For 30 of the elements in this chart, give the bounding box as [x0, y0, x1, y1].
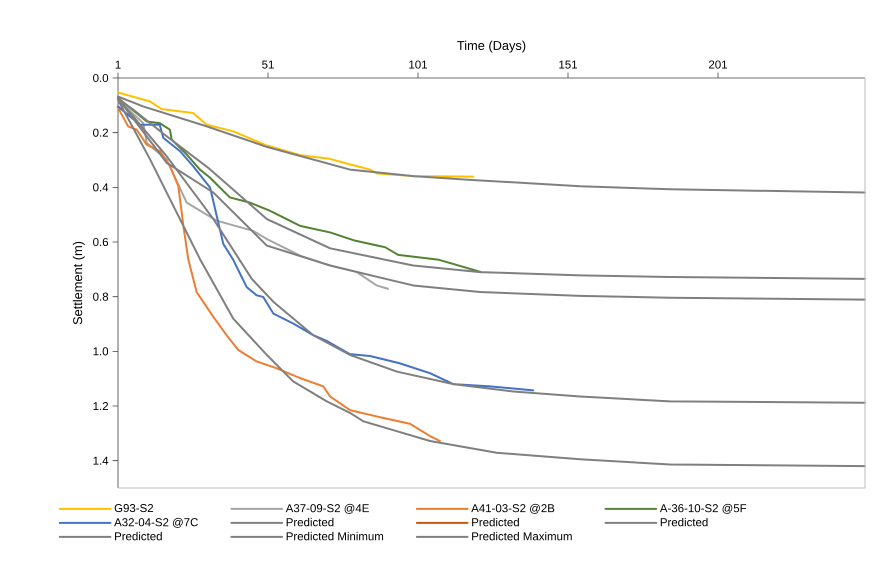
y-tick-label: 1.4 [94, 456, 108, 465]
y-tick-label: 0.2 [93, 128, 108, 137]
legend-label: A-36-10-S2 @5F [660, 504, 746, 514]
y-tick-label: 1.0 [94, 347, 108, 356]
x-tick-label: 1 [116, 60, 121, 69]
x-axis-title: Time (Days) [457, 40, 526, 53]
x-tick-label: 151 [559, 60, 577, 69]
y-tick-label: 0.8 [93, 292, 108, 301]
legend-label: Predicted [286, 518, 334, 526]
legend-label: Predicted [660, 518, 708, 526]
y-tick-label: 0.0 [93, 74, 108, 82]
line-series [117, 96, 482, 274]
legend-label: A32-04-S2 @7C [114, 518, 198, 528]
legend-label: Predicted [472, 518, 519, 526]
y-tick-label: 0.6 [93, 238, 108, 246]
legend-label: G93-S2 [114, 504, 154, 512]
line-series [117, 106, 441, 442]
legend-label: A37-09-S2 @4E [286, 504, 369, 514]
line-series [117, 105, 534, 392]
legend-label: Predicted [115, 532, 162, 540]
y-tick-label: 1.2 [94, 402, 108, 410]
legend-label: Predicted Maximum [472, 532, 572, 540]
x-tick-label: 101 [409, 60, 427, 69]
legend-label: A41-03-S2 @2B [471, 504, 554, 514]
y-tick-label: 0.4 [93, 183, 108, 192]
x-tick-label: 201 [709, 60, 727, 69]
line-series [117, 91, 474, 178]
x-tick-label: 51 [262, 60, 274, 69]
y-axis-title: Settlement (m) [72, 242, 85, 324]
legend-label: Predicted Minimum [286, 532, 384, 540]
